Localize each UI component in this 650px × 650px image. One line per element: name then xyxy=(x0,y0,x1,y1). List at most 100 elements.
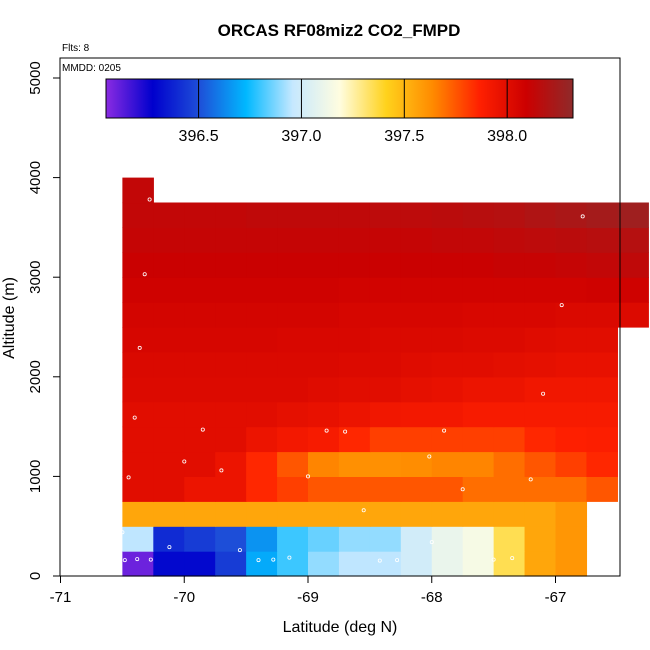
heatmap-cell xyxy=(338,252,371,278)
heatmap-cell xyxy=(246,252,278,278)
heatmap-cell xyxy=(122,551,154,577)
heatmap-cell xyxy=(462,401,495,428)
heatmap-cell xyxy=(153,327,185,353)
heatmap-cell xyxy=(431,501,464,527)
heatmap-cell xyxy=(369,401,402,428)
heatmap-cell xyxy=(431,252,464,278)
flight-point xyxy=(395,558,400,563)
heatmap-cell xyxy=(184,351,216,378)
flight-points xyxy=(120,197,585,563)
heatmap-cell xyxy=(277,351,309,378)
heatmap-cell xyxy=(400,526,433,552)
heatmap-cell xyxy=(153,501,185,527)
heatmap-cell xyxy=(277,426,309,453)
flight-point xyxy=(528,477,533,482)
heatmap-cell xyxy=(524,252,557,278)
heatmap-cell xyxy=(493,526,526,552)
heatmap-cell xyxy=(338,327,371,353)
heatmap-cell xyxy=(493,202,526,228)
heatmap-cell xyxy=(122,376,154,403)
heatmap-cell xyxy=(493,476,526,502)
heatmap-cell xyxy=(215,501,247,527)
heatmap-cell xyxy=(308,202,340,228)
heatmap-cell xyxy=(153,426,185,453)
flight-point xyxy=(287,555,292,560)
heatmap-cell xyxy=(400,277,433,303)
heatmap-cell xyxy=(431,327,464,353)
flight-point xyxy=(126,475,131,480)
heatmap-cell xyxy=(215,401,247,428)
heatmap-cell xyxy=(338,426,371,453)
flight-point xyxy=(135,557,140,562)
heatmap-cell xyxy=(493,501,526,527)
y-tick-label: 3000 xyxy=(27,261,44,294)
x-tick-label: -70 xyxy=(173,589,195,606)
heatmap-cell xyxy=(431,401,464,428)
flight-point xyxy=(219,468,224,473)
heatmap-cell xyxy=(524,227,557,253)
heatmap-cell xyxy=(308,376,340,403)
heatmap-cell xyxy=(493,451,526,477)
heatmap-cell xyxy=(215,426,247,453)
heatmap-cell xyxy=(586,327,618,353)
heatmap-cell xyxy=(246,202,278,228)
heatmap-cell xyxy=(524,277,557,303)
flight-point xyxy=(541,391,546,396)
flight-point xyxy=(442,428,447,433)
heatmap-cell xyxy=(431,202,464,228)
heatmap-cell xyxy=(215,451,247,477)
heatmap-cells xyxy=(122,177,649,577)
heatmap-cell xyxy=(369,501,402,527)
x-axis-label: Latitude (deg N) xyxy=(283,619,398,636)
heatmap-cell xyxy=(400,476,433,502)
heatmap-cell xyxy=(308,252,340,278)
y-tick-label: 2000 xyxy=(27,360,44,393)
heatmap-cell xyxy=(431,526,464,552)
flight-point xyxy=(580,214,585,219)
heatmap-cell xyxy=(122,252,154,278)
heatmap-cell xyxy=(338,302,371,328)
heatmap-cell xyxy=(122,451,154,477)
heatmap-cell xyxy=(338,476,371,502)
heatmap-cell xyxy=(524,376,557,403)
heatmap-cell xyxy=(153,302,185,328)
heatmap-cell xyxy=(400,202,433,228)
heatmap-cell xyxy=(308,501,340,527)
heatmap-cell xyxy=(308,351,340,378)
heatmap-cell xyxy=(462,302,495,328)
colorbar: 396.5 397.0 397.5 398.0 xyxy=(105,78,574,145)
heatmap-cell xyxy=(431,451,464,477)
x-tick-label: -67 xyxy=(545,589,567,606)
heatmap-cell xyxy=(617,227,649,253)
heatmap-cell xyxy=(462,501,495,527)
heatmap-cell xyxy=(215,302,247,328)
heatmap-cell xyxy=(122,426,154,453)
heatmap-cell xyxy=(400,426,433,453)
heatmap-cell xyxy=(400,327,433,353)
heatmap-cell xyxy=(184,401,216,428)
heatmap-cell xyxy=(431,426,464,453)
heatmap-cell xyxy=(555,401,588,428)
heatmap-cell xyxy=(400,227,433,253)
heatmap-cell xyxy=(338,227,371,253)
heatmap-cell xyxy=(524,302,557,328)
heatmap-cell xyxy=(277,277,309,303)
flight-point xyxy=(429,540,434,545)
heatmap-cell xyxy=(524,202,557,228)
heatmap-cell xyxy=(338,401,371,428)
heatmap-cell xyxy=(184,501,216,527)
flight-point xyxy=(559,303,564,308)
chart-title: ORCAS RF08miz2 CO2_FMPD xyxy=(218,21,461,40)
heatmap-cell xyxy=(462,526,495,552)
heatmap-cell xyxy=(400,451,433,477)
heatmap-cell xyxy=(400,351,433,378)
heatmap-cell xyxy=(338,351,371,378)
heatmap-cell xyxy=(493,401,526,428)
heatmap-cell xyxy=(369,451,402,477)
heatmap-cell xyxy=(462,476,495,502)
heatmap-cell xyxy=(462,551,495,577)
heatmap-cell xyxy=(586,401,618,428)
heatmap-cell xyxy=(246,277,278,303)
heatmap-cell xyxy=(617,202,649,228)
heatmap-cell xyxy=(555,277,588,303)
